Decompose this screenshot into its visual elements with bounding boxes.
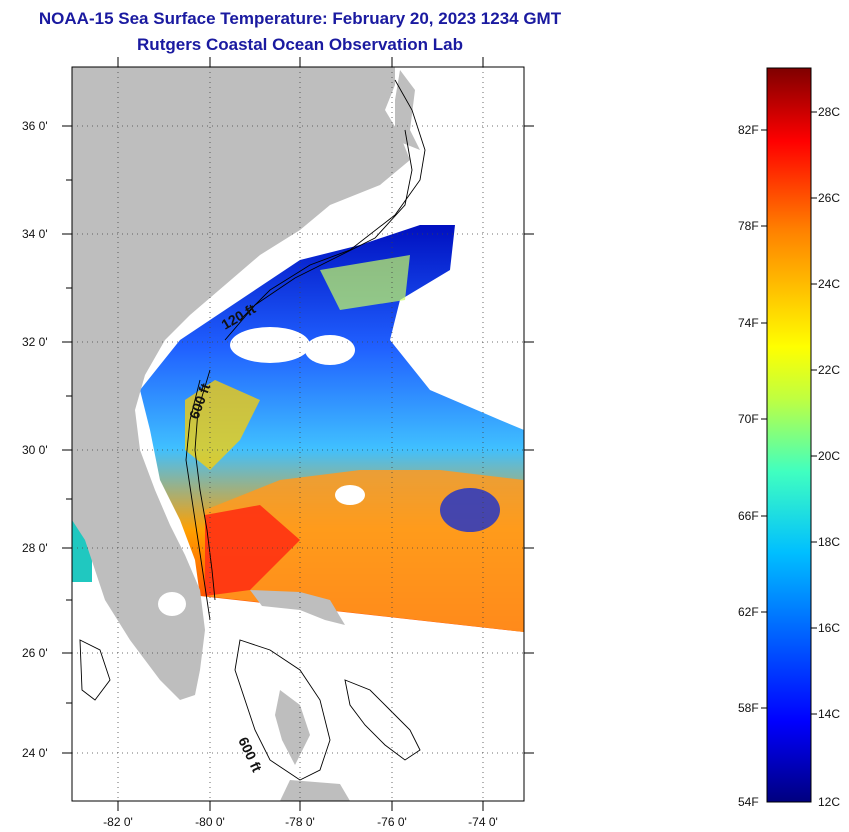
lat-label: 34 0' — [22, 227, 48, 241]
warm-shelf — [185, 380, 260, 470]
colorbar-c-label: 28C — [818, 105, 840, 119]
lat-label: 26 0' — [22, 646, 48, 660]
lon-label: -74 0' — [468, 815, 498, 829]
lon-label: -80 0' — [195, 815, 225, 829]
cloud-gap-1 — [230, 327, 310, 363]
outer-banks — [395, 70, 420, 150]
colorbar-f-label: 62F — [738, 605, 759, 619]
lat-label: 36 0' — [22, 119, 48, 133]
colorbar-c-label: 26C — [818, 191, 840, 205]
graticule — [72, 67, 524, 801]
hot-core — [205, 505, 300, 596]
colorbar-f-label: 58F — [738, 701, 759, 715]
colorbar-c-label: 18C — [818, 535, 840, 549]
colorbar-c-label: 14C — [818, 707, 840, 721]
mid-temp-patch — [320, 255, 410, 310]
map-frame — [71, 66, 525, 802]
andros-island — [275, 690, 310, 765]
cuba-coast — [280, 780, 350, 801]
title-line-2: Rutgers Coastal Ocean Observation Lab — [137, 35, 463, 54]
latitude-labels: 36 0' 34 0' 32 0' 30 0' 28 0' 26 0' 24 0… — [22, 119, 48, 760]
cloud-gap-2 — [305, 335, 355, 365]
land-mass — [72, 67, 410, 700]
colorbar-c-label: 16C — [818, 621, 840, 635]
lake-okeechobee — [158, 592, 186, 616]
colorbar-c-label: 22C — [818, 363, 840, 377]
cloud-gap-3 — [425, 332, 515, 388]
colorbar-f-label: 74F — [738, 316, 759, 330]
colorbar-gradient — [766, 67, 812, 803]
longitude-labels: -82 0' -80 0' -78 0' -76 0' -74 0' — [103, 815, 498, 829]
grand-bahama — [250, 590, 345, 625]
cloud-gap-4 — [335, 485, 365, 505]
cold-eddy — [440, 488, 500, 532]
lon-label: -78 0' — [285, 815, 315, 829]
colorbar-c-label: 20C — [818, 449, 840, 463]
lon-label: -76 0' — [377, 815, 407, 829]
colorbar-f-label: 66F — [738, 509, 759, 523]
lon-label: -82 0' — [103, 815, 133, 829]
colorbar-f-label: 78F — [738, 219, 759, 233]
bathymetry-contours — [79, 79, 426, 781]
lat-label: 32 0' — [22, 335, 48, 349]
lat-label: 30 0' — [22, 443, 48, 457]
axis-ticks — [62, 57, 534, 811]
colorbar-f-label: 70F — [738, 412, 759, 426]
lat-label: 24 0' — [22, 746, 48, 760]
colorbar-c-label: 24C — [818, 277, 840, 291]
map-panel: 120 ft 600 ft 600 ft — [72, 67, 524, 801]
lat-label: 28 0' — [22, 541, 48, 555]
colorbar-f-label: 82F — [738, 123, 759, 137]
title-line-1: NOAA-15 Sea Surface Temperature: Februar… — [38, 9, 562, 28]
colorbar-f-label: 54F — [738, 795, 759, 809]
colorbar-c-label: 12C — [818, 795, 840, 809]
colorbar: 82F 78F 74F 70F 66F 62F 58F 54F 28C 26C … — [738, 67, 840, 809]
